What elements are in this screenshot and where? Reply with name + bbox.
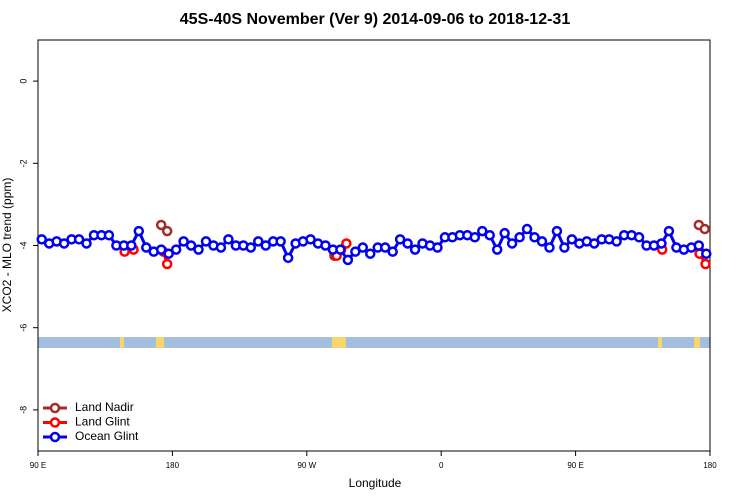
legend-label: Land Nadir: [75, 400, 134, 414]
point: [521, 223, 533, 235]
point: [58, 238, 70, 249]
point: [103, 229, 115, 241]
point: [320, 240, 331, 251]
x-axis-label: Longitude: [349, 476, 402, 490]
point: [484, 229, 495, 241]
point: [342, 254, 354, 266]
point: [559, 242, 570, 253]
point: [544, 242, 555, 253]
point: [700, 258, 711, 270]
x-tick-label: 90 W: [297, 461, 316, 470]
land-patch: [120, 337, 124, 348]
point: [282, 252, 294, 264]
point: [260, 240, 271, 251]
point: [477, 225, 488, 237]
point: [551, 225, 563, 237]
point: [161, 258, 173, 270]
point: [141, 242, 152, 253]
point: [275, 236, 286, 247]
land-patch: [694, 337, 700, 348]
chart-title: 45S-40S November (Ver 9) 2014-09-06 to 2…: [180, 11, 571, 28]
land-patch: [156, 337, 164, 348]
y-tick-label: -6: [18, 324, 28, 332]
x-tick-label: 180: [703, 461, 717, 470]
point: [133, 225, 145, 237]
point: [357, 242, 369, 253]
point: [365, 248, 376, 259]
y-tick-label: -2: [18, 159, 28, 167]
point: [566, 234, 578, 245]
point: [529, 232, 540, 243]
point: [215, 242, 227, 253]
point: [693, 240, 705, 251]
x-tick-label: 0: [439, 461, 444, 470]
point: [335, 244, 346, 255]
y-tick-label: -8: [18, 406, 28, 414]
x-tick-label: 90 E: [567, 461, 583, 470]
point: [499, 227, 510, 239]
point: [178, 236, 189, 247]
legend-label: Ocean Glint: [75, 429, 139, 443]
legend-swatch-marker: [49, 402, 61, 414]
point: [163, 248, 174, 259]
point: [223, 234, 234, 245]
point: [379, 242, 391, 253]
point: [36, 234, 47, 245]
point: [699, 223, 711, 235]
point: [701, 248, 712, 259]
point: [469, 232, 481, 243]
point: [394, 234, 406, 245]
point: [432, 242, 443, 253]
point: [589, 238, 600, 249]
point: [155, 244, 167, 255]
x-tick-label: 180: [166, 461, 180, 470]
y-tick-label: 0: [18, 79, 28, 84]
point: [245, 242, 257, 253]
point: [170, 244, 182, 255]
point: [193, 244, 204, 255]
point: [185, 240, 197, 251]
point: [656, 238, 667, 249]
y-tick-label: -4: [18, 241, 28, 249]
point: [506, 238, 518, 249]
point: [81, 238, 92, 249]
point: [305, 234, 316, 245]
ocean-band: [38, 337, 710, 348]
land-mask: [38, 337, 710, 348]
point: [633, 232, 645, 243]
point: [253, 236, 264, 247]
legend-swatch-marker: [49, 417, 61, 428]
legend-label: Land Glint: [75, 415, 130, 429]
point: [491, 244, 503, 255]
point: [161, 225, 173, 237]
point: [155, 219, 167, 231]
point: [409, 244, 421, 255]
y-axis-label: XCO2 - MLO trend (ppm): [0, 178, 14, 313]
land-patch: [658, 337, 662, 348]
point: [200, 236, 212, 247]
point: [611, 236, 622, 247]
point: [350, 246, 361, 257]
point: [536, 236, 548, 247]
point: [402, 238, 413, 249]
point: [126, 240, 137, 251]
legend-swatch-marker: [49, 431, 61, 443]
land-patch: [332, 337, 346, 348]
point: [663, 225, 675, 237]
point: [514, 232, 525, 243]
x-tick-label: 90 E: [30, 461, 46, 470]
point: [73, 234, 85, 245]
point: [387, 246, 398, 257]
point: [341, 238, 352, 249]
